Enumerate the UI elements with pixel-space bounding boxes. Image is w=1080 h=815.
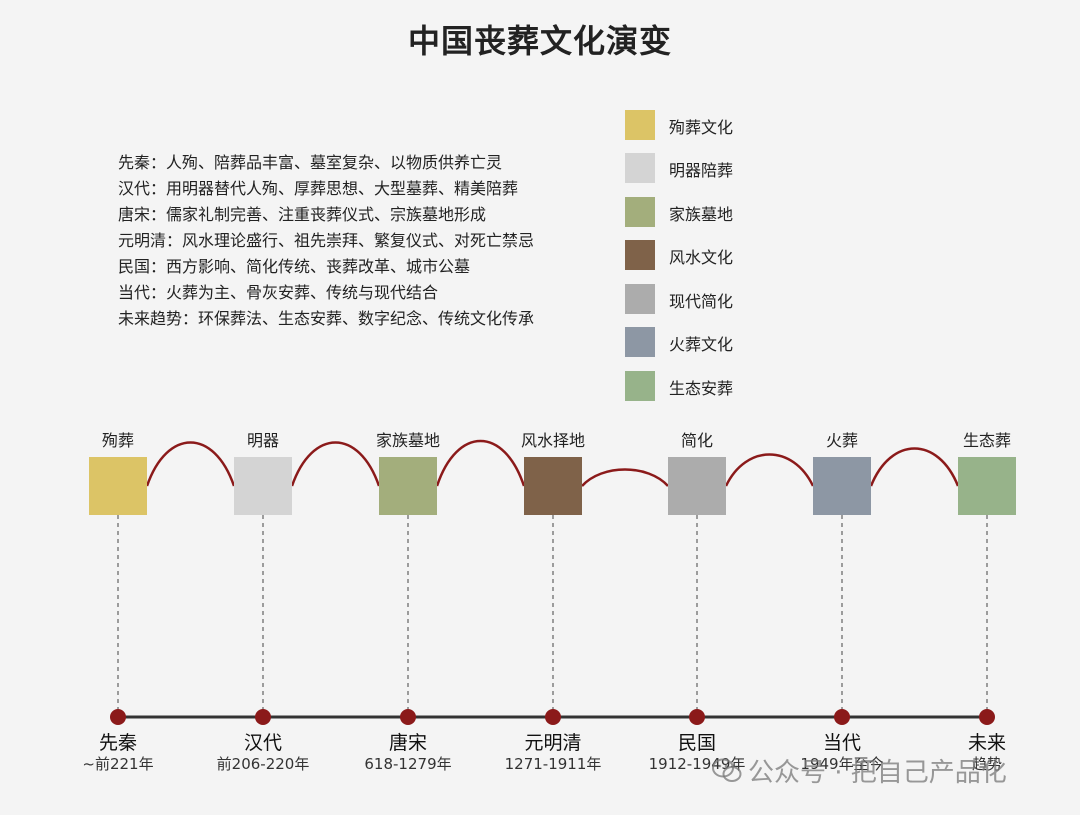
node-box: [379, 457, 437, 515]
legend-swatch: [625, 284, 655, 314]
node-box: [89, 457, 147, 515]
era-name: 唐宋: [388, 732, 427, 754]
node-label: 生态葬: [962, 431, 1011, 450]
era-name: 元明清: [524, 732, 582, 754]
wechat-icon: [712, 758, 742, 782]
era-description-item: 元明清：风水理论盛行、祖先崇拜、繁复仪式、对死亡禁忌: [118, 231, 535, 250]
timeline-dot-group: [110, 709, 995, 725]
era-date: 618-1279年: [364, 755, 452, 773]
legend-item: 殉葬文化: [625, 110, 785, 140]
era-description-item: 民国：西方影响、简化传统、丧葬改革、城市公墓: [118, 257, 471, 276]
era-description-item: 当代：火葬为主、骨灰安葬、传统与现代结合: [118, 283, 439, 302]
timeline-dot: [834, 709, 850, 725]
legend-swatch: [625, 327, 655, 357]
legend-swatch: [625, 371, 655, 401]
era-name: 当代: [822, 732, 861, 754]
node-box: [524, 457, 582, 515]
era-date: ~前221年: [82, 755, 154, 773]
legend-label: 生态安葬: [669, 379, 734, 398]
era-name: 民国: [677, 732, 716, 754]
era-date: 1949年至今: [800, 755, 884, 773]
arc-connector: [145, 441, 236, 487]
node-box: [958, 457, 1016, 515]
legend-swatch: [625, 240, 655, 270]
page-title: 中国丧葬文化演变: [407, 22, 672, 60]
node-box: [234, 457, 292, 515]
arc-connector: [290, 441, 381, 487]
arc-connector: [435, 439, 526, 487]
dashed-connector-group: [117, 515, 988, 717]
era-description-item: 先秦：人殉、陪葬品丰富、墓室复杂、以物质供养亡灵: [118, 153, 503, 172]
node-label: 风水择地: [520, 431, 585, 450]
watermark: 公众号 · 把自己产品化: [712, 752, 1007, 792]
legend-label: 现代简化: [669, 292, 734, 311]
node-label: 家族墓地: [375, 431, 440, 450]
legend-label: 风水文化: [669, 248, 734, 267]
timeline-dot: [545, 709, 561, 725]
node-label: 殉葬: [101, 431, 134, 450]
era-description-item: 汉代：用明器替代人殉、厚葬思想、大型墓葬、精美陪葬: [118, 179, 519, 198]
legend-item: 生态安葬: [625, 371, 785, 401]
arc-connector: [581, 468, 669, 487]
legend-swatch: [625, 110, 655, 140]
timeline-dot: [689, 709, 705, 725]
legend-swatch: [625, 197, 655, 227]
arc-connector-group: [145, 439, 960, 487]
era-name: 先秦: [98, 732, 137, 754]
arc-connector: [869, 447, 960, 487]
era-description-item: 唐宋：儒家礼制完善、注重丧葬仪式、宗族墓地形成: [118, 205, 487, 224]
node-label: 火葬: [825, 431, 858, 450]
arc-connector: [724, 453, 815, 487]
era-name: 未来: [967, 732, 1006, 754]
legend-item: 风水文化: [625, 240, 785, 270]
legend-label: 明器陪葬: [669, 161, 734, 180]
legend-swatch: [625, 153, 655, 183]
legend-label: 殉葬文化: [669, 118, 734, 137]
legend-item: 现代简化: [625, 284, 785, 314]
timeline-dot: [110, 709, 126, 725]
era-name: 汉代: [243, 732, 282, 754]
node-label: 简化: [680, 431, 713, 450]
watermark-text: 公众号 · 把自己产品化: [748, 758, 1007, 788]
legend-item: 明器陪葬: [625, 153, 785, 183]
era-date: 前206-220年: [216, 755, 310, 773]
timeline-dot: [400, 709, 416, 725]
era-date: 1271-1911年: [504, 755, 602, 773]
node-box: [813, 457, 871, 515]
legend-label: 火葬文化: [669, 335, 734, 354]
timeline-dot: [979, 709, 995, 725]
node-box: [668, 457, 726, 515]
timeline-dot: [255, 709, 271, 725]
era-description-item: 未来趋势：环保葬法、生态安葬、数字纪念、传统文化传承: [118, 309, 535, 328]
legend-item: 家族墓地: [625, 197, 785, 227]
legend-label: 家族墓地: [669, 205, 734, 224]
era-description-list: 先秦：人殉、陪葬品丰富、墓室复杂、以物质供养亡灵 汉代：用明器替代人殉、厚葬思想…: [118, 150, 534, 332]
era-date: 趋势: [971, 755, 1002, 773]
node-label: 明器: [246, 431, 279, 450]
legend-item: 火葬文化: [625, 327, 785, 357]
